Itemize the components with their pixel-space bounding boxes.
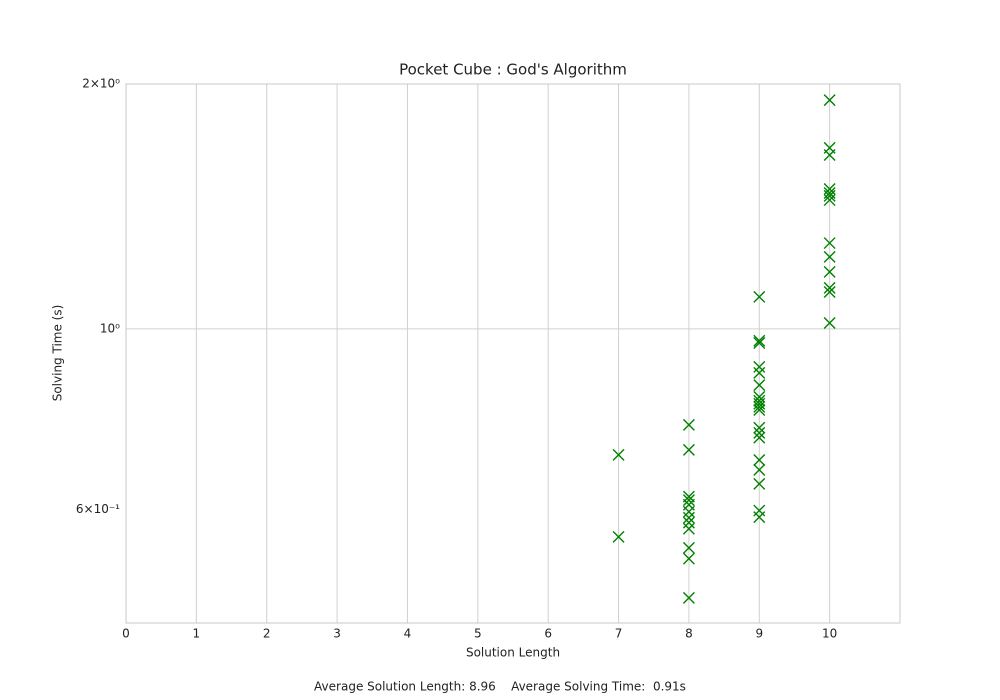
marker [682,505,695,518]
marker [753,431,766,444]
marker [823,194,836,207]
marker [753,454,766,466]
marker [753,397,766,410]
y-tick-label: 2×10⁰ [82,77,120,91]
marker [682,418,695,431]
marker [753,511,766,524]
x-tick-label: 8 [685,627,693,641]
x-tick-label: 9 [755,627,763,641]
marker [753,400,766,413]
marker [823,189,836,202]
marker [753,366,766,379]
x-tick-label: 1 [193,627,201,641]
x-axis-label: Solution Length [466,646,560,660]
marker [823,265,836,278]
marker [682,443,695,456]
marker [753,336,766,349]
plot-frame [125,83,901,624]
marker [682,541,695,554]
marker [753,334,766,347]
y-tick-label: 10⁰ [100,321,120,335]
marker [682,522,695,535]
marker [823,94,836,107]
marker [612,530,625,543]
chart-title: Pocket Cube : God's Algorithm [399,61,627,79]
marker [823,148,836,161]
marker [753,360,766,373]
marker [682,591,695,604]
marker [682,494,695,507]
marker [823,286,836,299]
marker [753,290,766,303]
marker [823,237,836,250]
marker [753,394,766,407]
marker [753,379,766,392]
x-tick-label: 5 [474,627,482,641]
marker [753,477,766,490]
marker [823,316,836,329]
marker [753,426,766,439]
x-tick-label: 4 [404,627,412,641]
marker [682,552,695,565]
x-tick-label: 7 [615,627,623,641]
marker [823,281,836,294]
y-axis-label: Solving Time (s) [51,305,65,402]
marker [753,403,766,416]
marker [823,250,836,263]
y-tick-label: 6×10⁻¹ [76,502,120,516]
marker [753,463,766,476]
marker [753,421,766,434]
marker [682,511,695,524]
marker [612,448,625,461]
footer: Average Solution Length: 8.96 Average So… [314,680,686,694]
x-tick-label: 2 [263,627,271,641]
x-tick-label: 10 [822,627,837,641]
x-tick-label: 3 [333,627,341,641]
x-tick-label: 0 [122,627,130,641]
marker [682,516,695,529]
x-tick-label: 6 [544,627,552,641]
